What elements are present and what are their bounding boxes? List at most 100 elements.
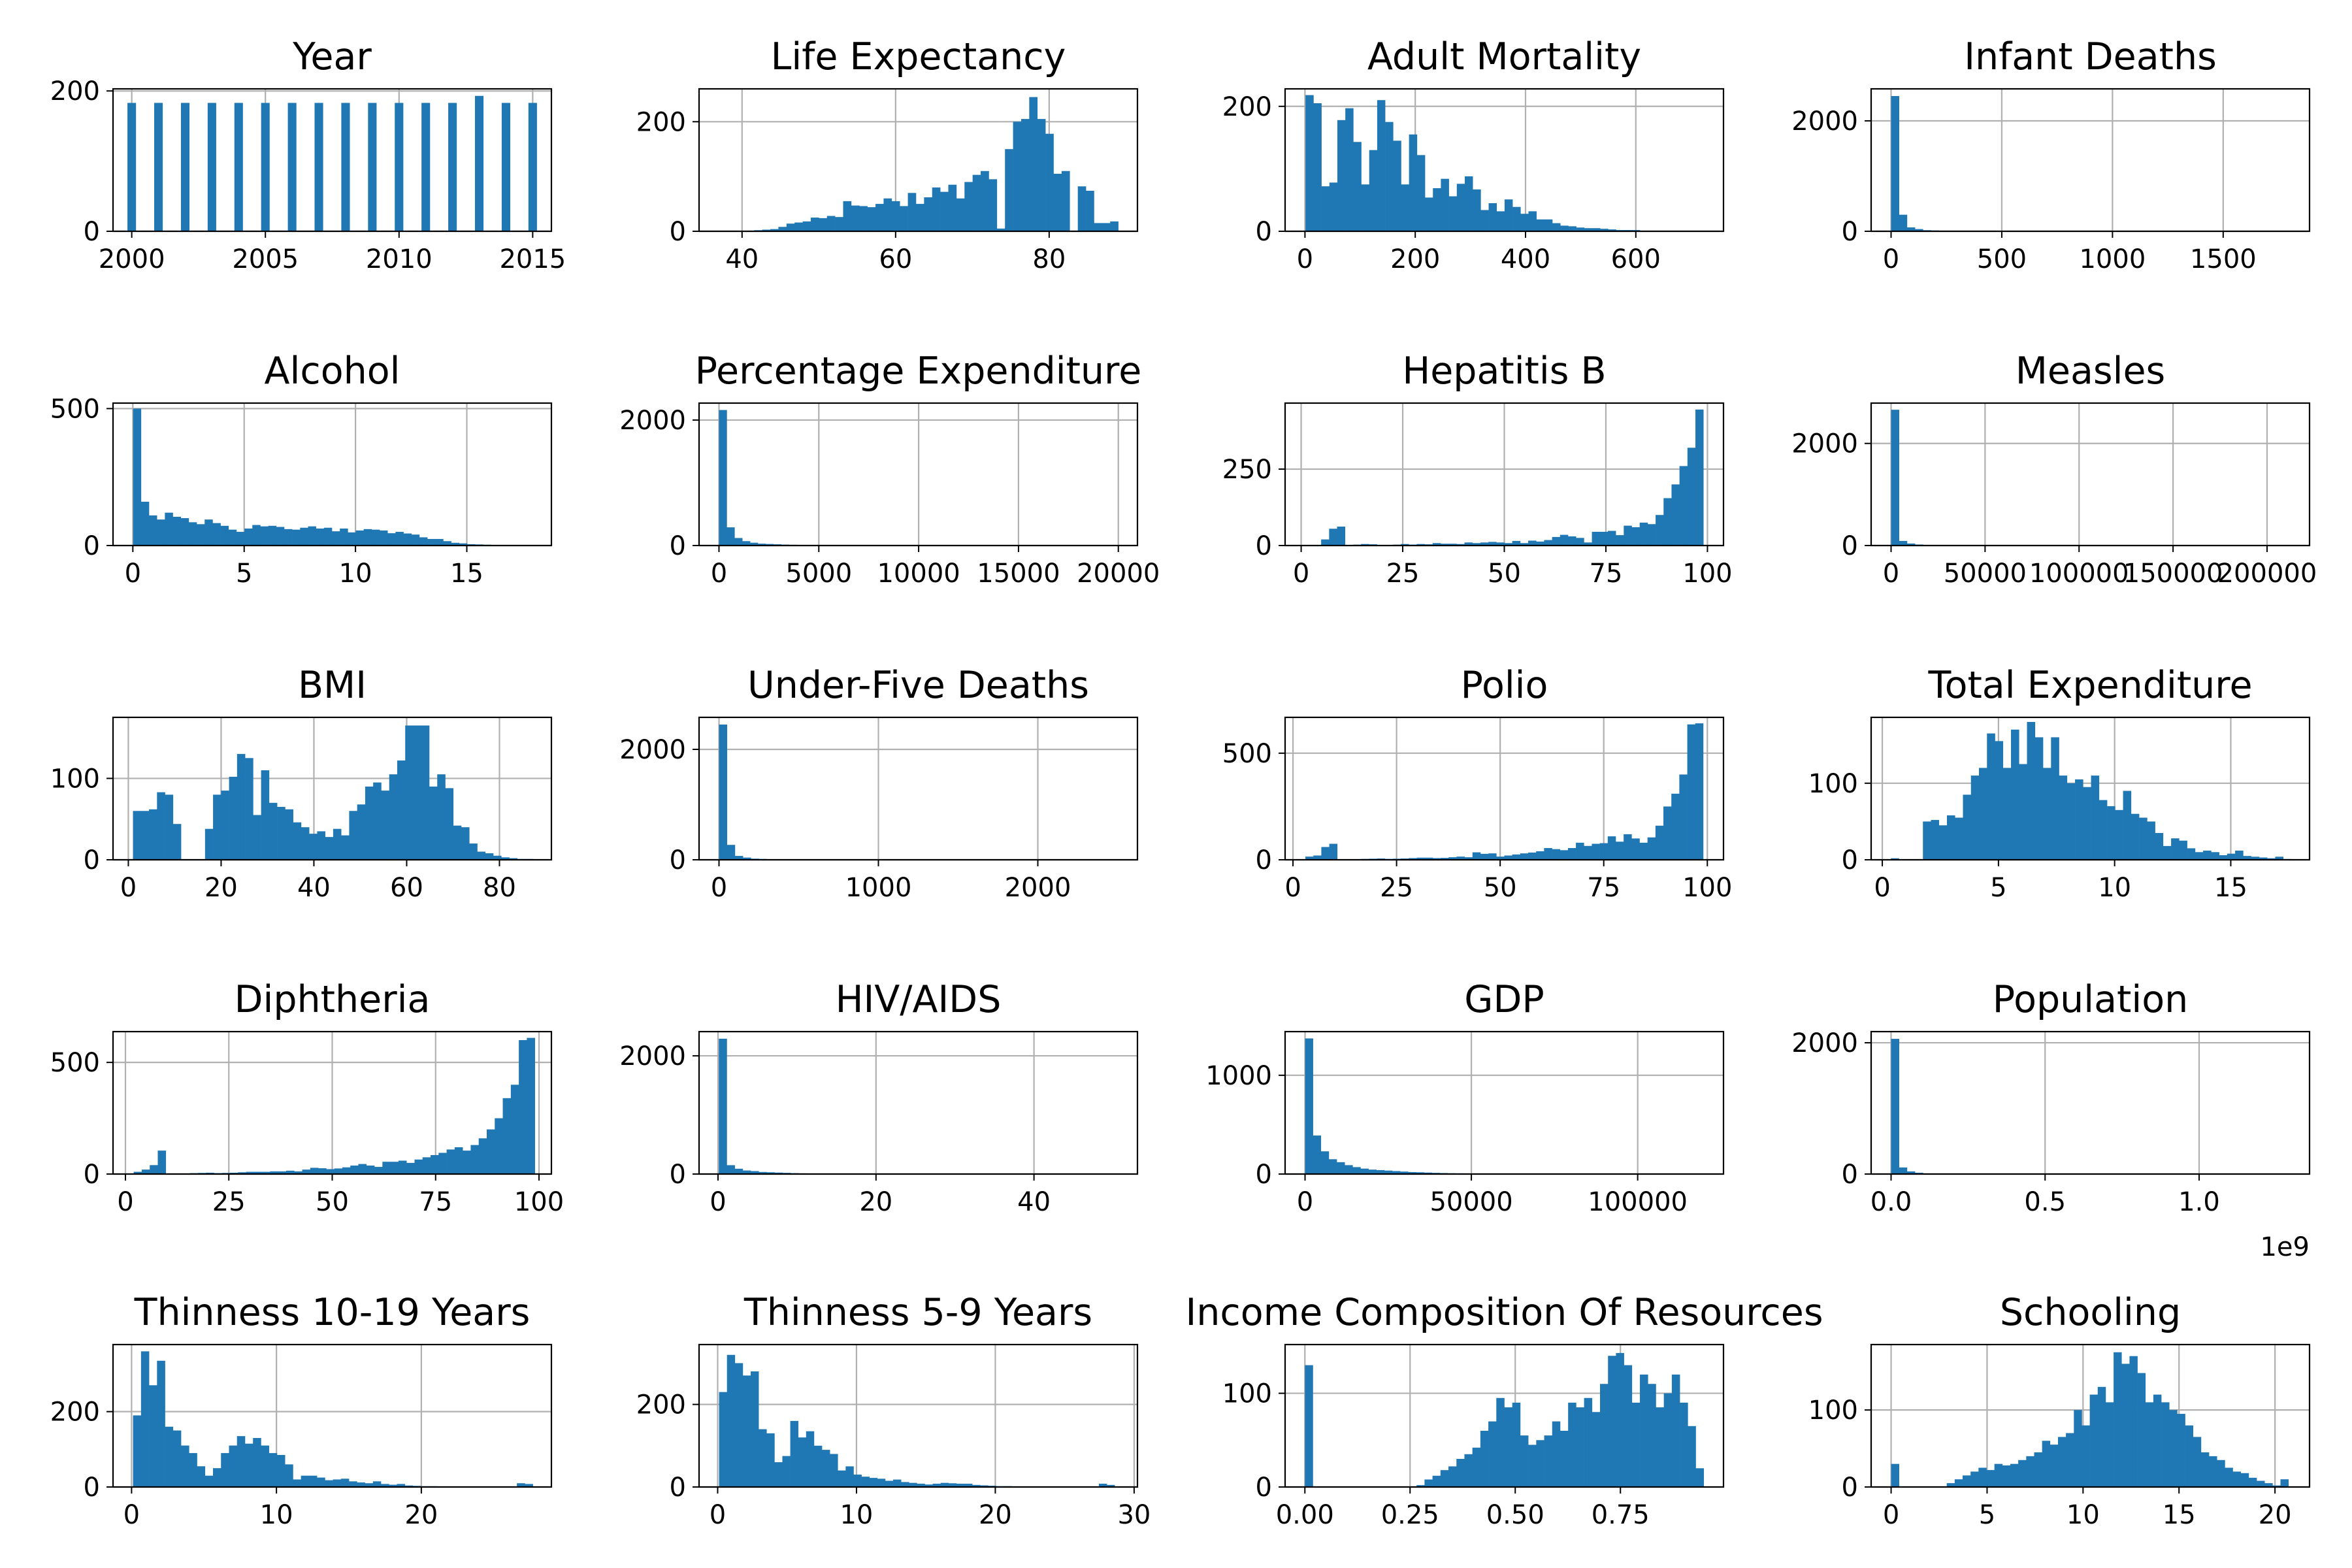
thinness-10-19-years-bar-25 — [333, 1479, 342, 1487]
life-expectancy-ytick-label-0: 0 — [670, 217, 686, 247]
bmi-bar-22 — [309, 834, 318, 860]
hepatitis-b-bar-19 — [1456, 544, 1465, 546]
population-bar-2 — [1906, 1171, 1916, 1174]
thinness-10-19-years-bar-10 — [213, 1468, 221, 1487]
income-composition-of-resources-bar-24 — [1496, 1397, 1505, 1487]
thinness-10-19-years-bar-2 — [149, 1385, 157, 1487]
percentage-expenditure-xtick-label-2: 10000 — [877, 559, 960, 589]
income-composition-of-resources-bar-14 — [1416, 1485, 1425, 1487]
alcohol-panel: Alcohol 0 5 10 15 0 500 — [50, 350, 553, 589]
polio-bar-1 — [1313, 855, 1322, 860]
alcohol-bar-4 — [165, 512, 173, 546]
thinness-5-9-years-bar-5 — [759, 1429, 767, 1487]
income-composition-of-resources-ytick-label-1: 100 — [1222, 1379, 1272, 1409]
life-expectancy-bar-11 — [802, 221, 811, 231]
bmi-bar-2 — [149, 809, 157, 860]
thinness-5-9-years-bar-11 — [806, 1431, 815, 1487]
schooling-bar-40 — [2209, 1456, 2217, 1487]
total-expenditure-bar-0 — [1891, 858, 1899, 860]
bmi-bar-21 — [301, 827, 310, 860]
total-expenditure-bar-14 — [2002, 768, 2012, 860]
schooling-ytick-label-1: 100 — [1808, 1396, 1858, 1426]
polio-bar-47 — [1679, 774, 1688, 860]
schooling-bar-37 — [2185, 1425, 2194, 1487]
thinness-5-9-years-bar-28 — [940, 1482, 949, 1487]
life-expectancy-bar-48 — [1102, 223, 1111, 231]
life-expectancy-bar-8 — [778, 227, 787, 231]
diphtheria-bar-2 — [150, 1165, 158, 1174]
polio-bar-19 — [1456, 857, 1465, 860]
thinness-10-19-years-bar-6 — [181, 1445, 189, 1487]
total-expenditure-bar-29 — [2123, 791, 2132, 860]
bmi-bar-12 — [229, 776, 238, 860]
infant-deaths-xtick-label-1: 500 — [1977, 244, 2027, 274]
adult-mortality-axes-frame — [1284, 88, 1725, 233]
total-expenditure-panel: Total Expenditure 0 5 10 15 0 100 — [1808, 664, 2311, 903]
schooling-ytick-label-0: 0 — [1842, 1473, 1858, 1503]
adult-mortality-bar-24 — [1496, 211, 1505, 231]
thinness-10-19-years-bar-24 — [325, 1480, 333, 1487]
adult-mortality-bar-35 — [1584, 228, 1593, 231]
thinness-5-9-years-bar-21 — [885, 1480, 894, 1487]
life-expectancy-bar-34 — [988, 179, 998, 231]
gdp-ytick-label-0: 0 — [1256, 1160, 1272, 1190]
hepatitis-b-xtick-label-4: 100 — [1682, 559, 1732, 589]
schooling-bar-38 — [2193, 1437, 2202, 1487]
thinness-10-19-years-bar-28 — [357, 1482, 365, 1487]
alcohol-ytick-label-1: 500 — [50, 394, 100, 424]
infant-deaths-ytick-label-1: 2000 — [1791, 106, 1858, 137]
diphtheria-bar-20 — [294, 1171, 302, 1174]
schooling-bar-47 — [2264, 1483, 2273, 1487]
diphtheria-bar-37 — [431, 1154, 439, 1174]
bmi-bar-31 — [381, 791, 390, 860]
gdp-xtick-label-0: 0 — [1297, 1187, 1313, 1217]
income-composition-of-resources-xtick-label-3: 0.75 — [1592, 1500, 1650, 1530]
diphtheria-xtick-label-3: 75 — [419, 1187, 452, 1217]
thinness-10-19-years-bar-31 — [381, 1484, 389, 1487]
life-expectancy-bar-19 — [867, 207, 876, 231]
thinness-5-9-years-bar-2 — [734, 1363, 743, 1487]
thinness-10-19-years-bar-30 — [372, 1481, 382, 1487]
income-composition-of-resources-bar-23 — [1488, 1421, 1497, 1487]
thinness-5-9-years-bar-33 — [980, 1485, 988, 1487]
alcohol-bar-21 — [300, 527, 308, 546]
polio-bar-18 — [1448, 857, 1457, 860]
diphtheria-bar-15 — [253, 1171, 263, 1174]
gdp-bar-4 — [1337, 1162, 1345, 1174]
thinness-5-9-years-bar-48 — [1098, 1483, 1107, 1487]
polio-bar-48 — [1687, 724, 1696, 860]
diphtheria-bar-47 — [510, 1085, 519, 1174]
hepatitis-b-bar-20 — [1464, 542, 1473, 546]
hepatitis-b-bar-44 — [1656, 515, 1664, 546]
polio-bar-35 — [1584, 845, 1592, 860]
gdp-bar-10 — [1384, 1170, 1393, 1174]
hepatitis-b-bar-36 — [1592, 531, 1601, 546]
hepatitis-b-bar-34 — [1576, 538, 1584, 546]
thinness-10-19-years-bar-16 — [261, 1445, 269, 1487]
thinness-5-9-years-bar-9 — [790, 1420, 799, 1487]
measles-xtick-label-4: 200000 — [2217, 559, 2317, 589]
income-composition-of-resources-bar-15 — [1424, 1479, 1433, 1487]
alcohol-bar-23 — [316, 529, 325, 546]
adult-mortality-bar-26 — [1512, 206, 1521, 231]
alcohol-bar-0 — [133, 408, 142, 546]
alcohol-bar-39 — [443, 541, 451, 546]
income-composition-of-resources-bar-32 — [1560, 1430, 1569, 1487]
life-expectancy-bar-36 — [1005, 149, 1013, 231]
infant-deaths-axes-frame — [1870, 88, 2311, 233]
schooling-bar-35 — [2169, 1410, 2178, 1487]
hiv-aids-bar-7 — [774, 1172, 783, 1174]
life-expectancy-bar-24 — [907, 193, 917, 231]
thinness-10-19-years-bar-34 — [404, 1485, 414, 1487]
income-composition-of-resources-bar-37 — [1600, 1384, 1609, 1487]
income-composition-of-resources-bar-30 — [1544, 1435, 1553, 1487]
income-composition-of-resources-bar-38 — [1608, 1356, 1616, 1487]
year-panel: Year 2000 2005 2010 2015 0 200 — [50, 35, 566, 274]
diphtheria-bar-29 — [366, 1166, 375, 1174]
total-expenditure-bar-5 — [1931, 820, 1940, 860]
total-expenditure-bar-46 — [2259, 857, 2268, 860]
hepatitis-b-bar-32 — [1560, 534, 1569, 546]
total-expenditure-ytick-label-0: 0 — [1842, 845, 1858, 875]
under-five-deaths-xtick-label-1: 1000 — [845, 873, 912, 903]
under-five-deaths-bar-3 — [743, 857, 751, 860]
